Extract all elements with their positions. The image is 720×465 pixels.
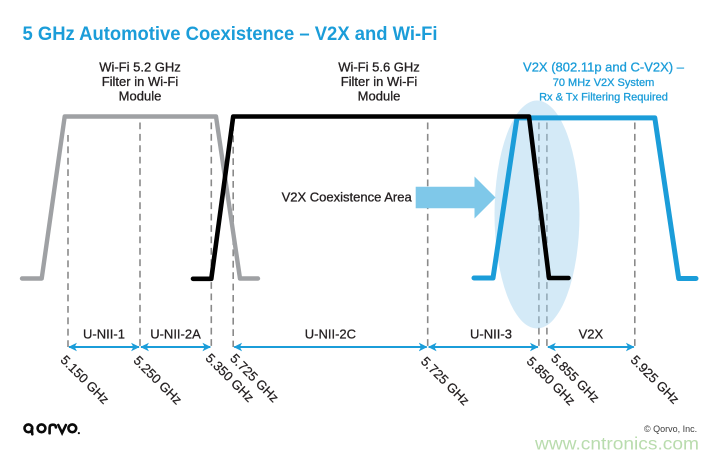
svg-text:V2X: V2X	[579, 327, 604, 342]
svg-text:Filter in Wi-Fi: Filter in Wi-Fi	[341, 74, 418, 89]
svg-text:V2X Coexistence Area: V2X Coexistence Area	[282, 190, 413, 205]
svg-text:Module: Module	[358, 89, 401, 104]
svg-text:Wi-Fi 5.2 GHz: Wi-Fi 5.2 GHz	[99, 60, 181, 75]
svg-text:Module: Module	[119, 89, 162, 104]
svg-text:Filter in Wi-Fi: Filter in Wi-Fi	[102, 74, 179, 89]
svg-text:5 GHz Automotive Coexistence –: 5 GHz Automotive Coexistence – V2X and W…	[23, 23, 438, 45]
svg-text:V2X (802.11p and C-V2X) –: V2X (802.11p and C-V2X) –	[523, 60, 685, 75]
svg-text:U-NII-3: U-NII-3	[470, 327, 512, 342]
svg-text:70 MHz V2X System: 70 MHz V2X System	[553, 77, 654, 89]
svg-text:www.cntronics.com: www.cntronics.com	[534, 434, 699, 454]
svg-text:Wi-Fi 5.6 GHz: Wi-Fi 5.6 GHz	[338, 60, 420, 75]
svg-text:U-NII-2A: U-NII-2A	[150, 327, 201, 342]
svg-text:U-NII-2C: U-NII-2C	[305, 327, 356, 342]
svg-text:Rx & Tx Filtering Required: Rx & Tx Filtering Required	[539, 92, 668, 104]
svg-text:U-NII-1: U-NII-1	[83, 327, 125, 342]
svg-text:© Qorvo, Inc.: © Qorvo, Inc.	[644, 424, 697, 434]
